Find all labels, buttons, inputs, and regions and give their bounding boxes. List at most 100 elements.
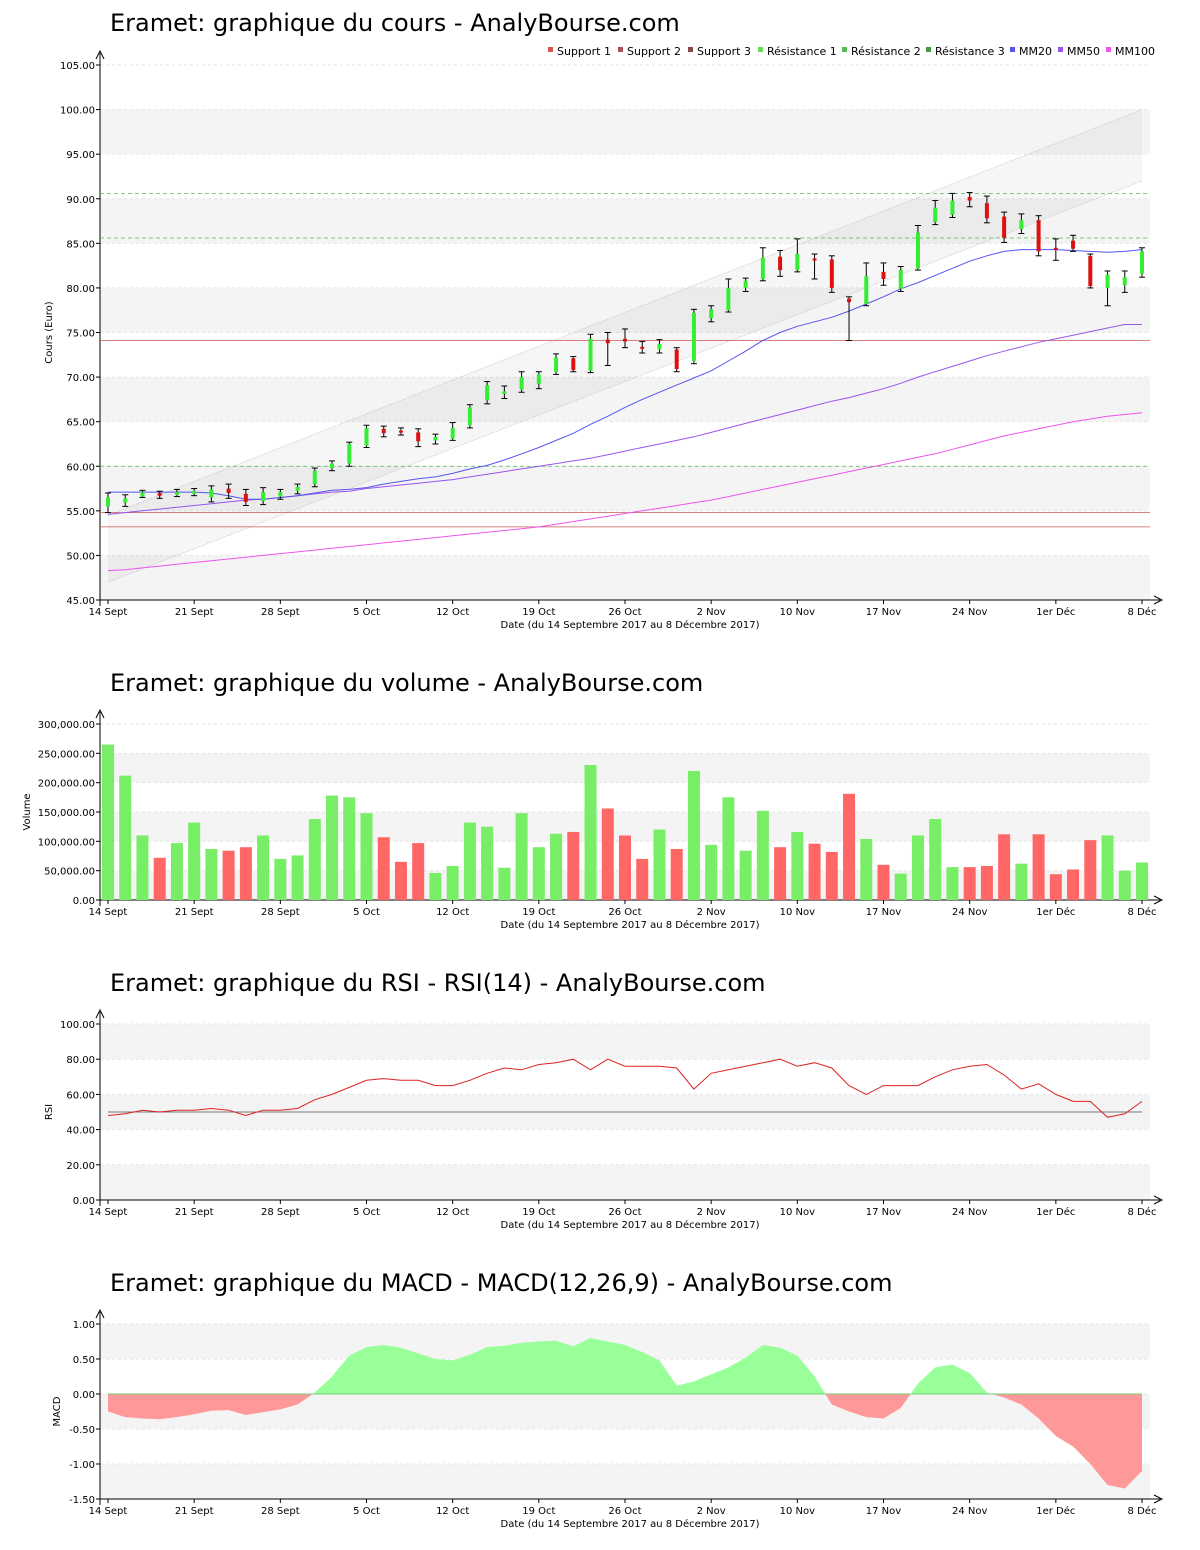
x-tick-label: 21 Sept [175, 907, 214, 918]
y-tick-label: 80.00 [66, 284, 95, 295]
volume-bar [360, 813, 373, 900]
macd-panel: Eramet: graphique du MACD - MACD(12,26,9… [0, 1260, 1200, 1550]
candle-up [795, 254, 800, 271]
rsi-panel: Eramet: graphique du RSI - RSI(14) - Ana… [0, 960, 1200, 1240]
x-tick-label: 19 Oct [522, 1506, 555, 1517]
legend-label: MM100 [1115, 45, 1155, 58]
legend-label: Résistance 3 [935, 45, 1005, 58]
x-tick-label: 17 Nov [866, 1207, 902, 1218]
candle-up [502, 391, 507, 395]
macd-chart: -1.50 -1.00 -0.50 0.00 0.50 1.00 14 Sept 21 Sep… [52, 1308, 1164, 1530]
candle-up [450, 427, 455, 439]
y-tick-label: 60.00 [66, 462, 95, 473]
y-tick-label: 105.00 [60, 61, 95, 72]
y-axis-arrow [95, 1308, 105, 1319]
candle-up [1105, 274, 1110, 288]
volume-bar [1049, 874, 1062, 900]
legend-swatch [618, 47, 623, 52]
channel-lower-line [107, 180, 1143, 583]
plot-band [100, 466, 1150, 511]
y-tick-label: 40.00 [66, 1126, 95, 1137]
candle-down [1071, 240, 1076, 249]
y-tick-label: 300,000.00 [38, 720, 95, 731]
rsi-line [107, 1058, 1143, 1118]
macd-negative-area [108, 1394, 313, 1420]
rsi-chart-title: Eramet: graphique du RSI - RSI(14) - Ana… [110, 969, 766, 997]
volume-chart: 0.00 50,000.00 100,000.00 150,000.00 200,000… [22, 708, 1164, 931]
volume-bar [1084, 840, 1097, 900]
y-tick-label: 250,000.00 [38, 749, 95, 760]
plot-band [100, 198, 1150, 244]
x-axis-arrow [1153, 895, 1164, 905]
volume-bar [653, 829, 666, 900]
volume-bar [825, 851, 838, 900]
volume-bar [843, 793, 856, 900]
plot-band [100, 109, 1150, 155]
x-tick-label: 10 Nov [780, 1506, 816, 1517]
candle-up [1019, 220, 1024, 230]
x-tick-label: 14 Sept [89, 907, 128, 918]
legend-swatch [926, 47, 931, 52]
volume-bar [1118, 870, 1131, 900]
x-tick-label: 2 Nov [697, 907, 726, 918]
x-tick-label: 26 Oct [608, 907, 641, 918]
plot-band [100, 377, 1150, 422]
legend-label: Support 1 [557, 45, 611, 58]
volume-bar [153, 857, 166, 900]
x-tick-label: 28 Sept [261, 907, 300, 918]
volume-bar [429, 873, 442, 900]
volume-panel: Eramet: graphique du volume - AnalyBours… [0, 660, 1200, 940]
legend-label: Support 2 [627, 45, 681, 58]
legend-swatch [688, 47, 693, 52]
x-tick-label: 14 Sept [89, 607, 128, 618]
volume-bar [636, 858, 649, 900]
y-tick-label: 200,000.00 [38, 779, 95, 790]
y-tick-label: -1.00 [69, 1460, 95, 1471]
volume-bar [619, 835, 631, 900]
x-tick-label: 5 Oct [353, 1506, 380, 1517]
x-tick-label: 21 Sept [175, 607, 214, 618]
candle-down [812, 258, 817, 261]
candle-up [192, 491, 197, 494]
y-axis-label: MACD [52, 1396, 63, 1426]
candle-down [881, 271, 886, 279]
plot-band [100, 555, 1150, 600]
candle-down [967, 196, 972, 201]
volume-bar [498, 867, 511, 900]
y-axis-arrow [95, 1008, 105, 1019]
candle-up [1140, 251, 1144, 274]
x-tick-label: 24 Nov [952, 1207, 988, 1218]
x-tick-label: 17 Nov [866, 907, 902, 918]
x-tick-label: 12 Oct [436, 607, 469, 618]
x-axis-label: Date (du 14 Septembre 2017 au 8 Décembre… [501, 619, 760, 631]
legend-swatch [1058, 47, 1063, 52]
volume-bar [1136, 862, 1148, 900]
legend-swatch [758, 47, 763, 52]
candle-up [467, 407, 472, 426]
volume-bar [687, 770, 700, 900]
x-tick-label: 2 Nov [697, 1207, 726, 1218]
volume-bar [257, 835, 270, 900]
plot-band [100, 753, 1150, 783]
macd-positive-area [312, 1338, 826, 1394]
volume-bar [774, 847, 787, 900]
volume-bar [705, 844, 718, 900]
y-tick-label: -1.50 [69, 1495, 95, 1506]
candle-down [571, 358, 576, 370]
x-tick-label: 17 Nov [866, 1506, 902, 1517]
volume-bar [446, 865, 459, 900]
y-tick-label: 150,000.00 [38, 808, 95, 819]
x-tick-label: 8 Déc [1128, 1206, 1157, 1218]
candle-down [226, 488, 231, 493]
x-tick-label: 28 Sept [261, 607, 300, 618]
candle-up [915, 232, 920, 269]
y-tick-label: 20.00 [66, 1161, 95, 1172]
candle-up [295, 486, 300, 492]
y-tick-label: 0.00 [73, 1390, 95, 1401]
y-tick-label: 95.00 [66, 150, 95, 161]
x-tick-label: 5 Oct [353, 607, 380, 618]
x-tick-label: 24 Nov [952, 607, 988, 618]
legend-label: Résistance 1 [767, 45, 837, 58]
x-tick-label: 14 Sept [89, 1506, 128, 1517]
y-axis-label: Cours (Euro) [44, 301, 55, 364]
